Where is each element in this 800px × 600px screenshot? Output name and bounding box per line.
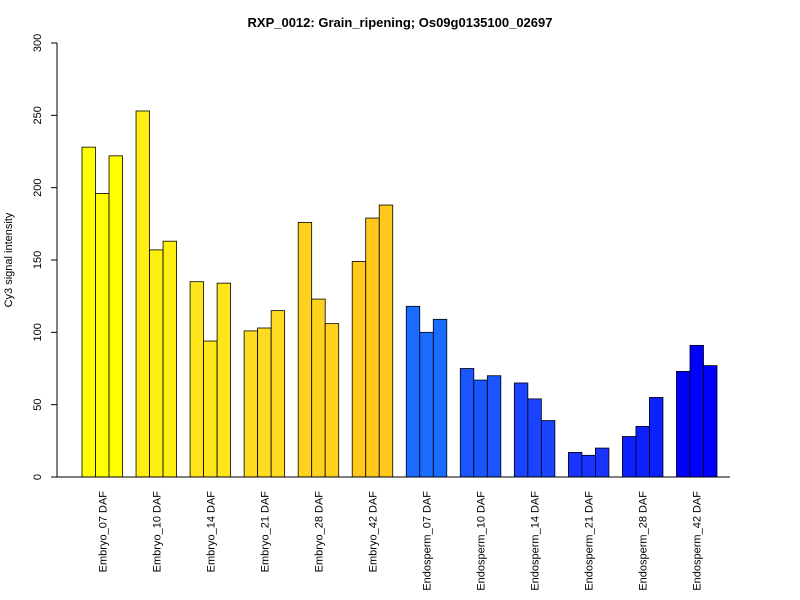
category-labels: Embryo_07 DAF Embryo_10 DAF Embryo_14 DAF E… xyxy=(97,491,703,591)
category-label: Embryo_14 DAF xyxy=(205,491,217,573)
y-tick-label: 250 xyxy=(32,106,44,124)
category-label: Embryo_21 DAF xyxy=(259,491,271,573)
bar xyxy=(95,193,110,478)
category-label: Endosperm_42 DAF xyxy=(692,491,704,591)
bar xyxy=(459,368,475,478)
y-tick-label: 100 xyxy=(32,323,44,341)
bar xyxy=(351,261,367,478)
bar xyxy=(419,331,434,478)
bar xyxy=(649,397,664,478)
bar xyxy=(149,249,164,478)
bar xyxy=(405,305,421,478)
bar xyxy=(297,221,313,478)
category-label: Embryo_42 DAF xyxy=(367,491,379,573)
bar xyxy=(203,340,218,478)
bar xyxy=(135,110,150,478)
bar xyxy=(689,344,704,478)
bar xyxy=(486,375,502,478)
bar xyxy=(270,310,286,478)
category-label: Endosperm_10 DAF xyxy=(476,491,488,591)
bar xyxy=(243,330,259,478)
bar xyxy=(513,382,529,478)
bar xyxy=(324,323,340,478)
bars xyxy=(81,110,718,478)
chart-title: RXP_0012: Grain_ripening; Os09g0135100_0… xyxy=(248,15,553,30)
bar xyxy=(676,370,691,478)
bar xyxy=(527,398,542,478)
bar xyxy=(622,436,637,478)
bar xyxy=(635,425,650,478)
category-label: Embryo_10 DAF xyxy=(151,491,163,573)
bar xyxy=(189,281,204,478)
bar xyxy=(81,146,96,478)
category-label: Endosperm_28 DAF xyxy=(638,491,650,591)
bar xyxy=(108,155,123,478)
bar xyxy=(540,420,556,478)
bar xyxy=(432,318,448,478)
category-label: Endosperm_07 DAF xyxy=(422,491,434,591)
bar xyxy=(257,327,272,478)
bar xyxy=(567,452,583,478)
bar xyxy=(581,454,596,478)
bar xyxy=(311,298,326,478)
y-axis-label: Cy3 signal intensity xyxy=(3,212,15,307)
bar xyxy=(473,379,488,478)
bar xyxy=(378,204,394,478)
bar xyxy=(216,282,232,478)
bar xyxy=(703,365,718,478)
category-label: Embryo_28 DAF xyxy=(313,491,325,573)
y-axis: 0 50 100 150 200 250 300 xyxy=(32,34,58,480)
y-tick-label: 0 xyxy=(32,474,44,480)
bar xyxy=(162,240,177,478)
bar xyxy=(365,217,380,478)
bar xyxy=(595,447,610,478)
y-tick-label: 300 xyxy=(32,34,44,52)
category-label: Endosperm_14 DAF xyxy=(530,491,542,591)
y-tick-label: 200 xyxy=(32,178,44,196)
y-tick-label: 50 xyxy=(32,399,44,411)
y-tick-label: 150 xyxy=(32,251,44,269)
category-label: Endosperm_21 DAF xyxy=(584,491,596,591)
category-label: Embryo_07 DAF xyxy=(97,491,109,573)
